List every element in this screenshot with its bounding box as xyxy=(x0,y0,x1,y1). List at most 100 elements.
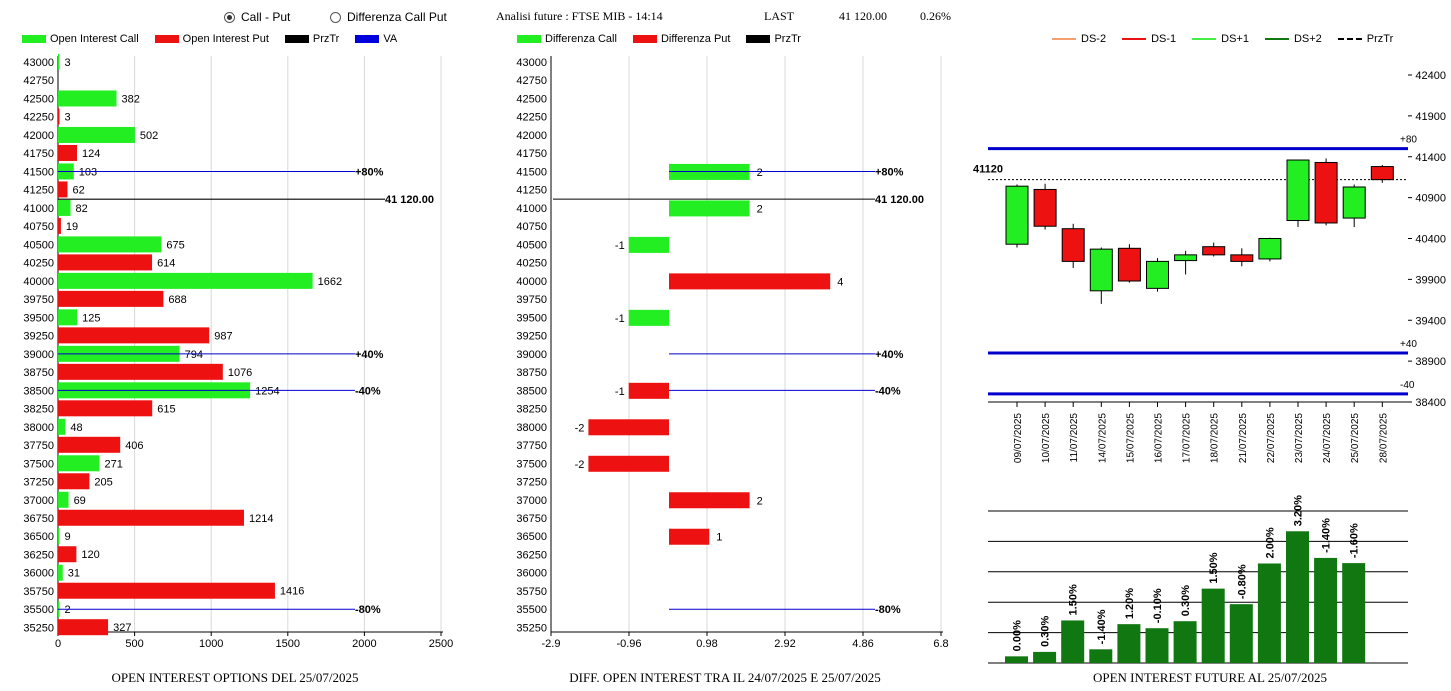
legend-item: PrzTr xyxy=(284,33,339,45)
candle-date-label: 25/07/2025 xyxy=(1350,413,1361,463)
diff-chart-xtick-label: 4.86 xyxy=(852,638,873,650)
diff-chart-strike-label: 35750 xyxy=(516,586,547,598)
candle-level-label: +80 xyxy=(1400,135,1417,146)
legend-future: DS-2 DS-1 DS+1 DS+2 PrzTr xyxy=(1052,33,1409,45)
legend-item: Differenza Put xyxy=(632,33,730,45)
legend-item: Open Interest Call xyxy=(22,33,139,45)
oi-bar-label: 9 xyxy=(65,531,71,543)
diff-chart-strike-label: 41000 xyxy=(516,203,547,215)
radio-button-icon[interactable] xyxy=(330,11,341,23)
candle-date-label: 15/07/2025 xyxy=(1125,413,1136,463)
legend-label: DS-2 xyxy=(1081,33,1107,45)
oi-chart-strike-label: 36750 xyxy=(23,513,54,525)
future-bar-label: -1.40% xyxy=(1096,609,1108,644)
legend-label: DS-1 xyxy=(1151,33,1177,45)
oi-bar-put xyxy=(58,217,61,234)
oi-bar-put xyxy=(58,619,109,636)
candle-body xyxy=(1202,246,1226,256)
diff-chart-strike-label: 39250 xyxy=(516,331,547,343)
diff-ref-label: +80% xyxy=(875,166,904,178)
legend-swatch xyxy=(1052,38,1076,40)
oi-chart-strike-label: 37750 xyxy=(23,440,54,452)
oi-bar-call xyxy=(58,90,117,107)
page-title: Analisi future : FTSE MIB - 14:14 xyxy=(496,9,663,23)
oi-bar-label: 675 xyxy=(166,239,184,251)
oi-bar-put xyxy=(58,473,90,490)
oi-ref-label: +80% xyxy=(355,166,384,178)
oi-chart-xtick-label: 1500 xyxy=(276,638,300,650)
oi-bar-label: 615 xyxy=(157,403,175,415)
oi-bar-label: 3 xyxy=(65,57,71,69)
diff-chart-strike-label: 39750 xyxy=(516,294,547,306)
legend-item: VA xyxy=(355,33,397,45)
legend-item: PrzTr xyxy=(746,33,801,45)
diff-bar-label: -2 xyxy=(575,459,585,471)
candle-ytick-label: 41900 xyxy=(1415,111,1446,123)
diff-bar xyxy=(588,455,669,472)
diff-chart-strike-label: 40750 xyxy=(516,221,547,233)
legend-label: Open Interest Put xyxy=(182,33,269,45)
oi-chart-strike-label: 39000 xyxy=(23,349,54,361)
oi-chart-strike-label: 41500 xyxy=(23,166,54,178)
oi-bar-put xyxy=(58,144,77,161)
legend-item: DS-2 xyxy=(1052,33,1106,45)
candle-body xyxy=(1174,254,1198,262)
oi-chart-strike-label: 41000 xyxy=(23,203,54,215)
future-bar-label: 1.50% xyxy=(1068,584,1080,615)
oi-chart-strike-label: 40250 xyxy=(23,258,54,270)
last-label: LAST xyxy=(764,9,794,23)
diff-chart-strike-label: 38250 xyxy=(516,404,547,416)
radio-differenza[interactable]: Differenza Call Put xyxy=(330,10,447,24)
radio-button-icon[interactable] xyxy=(224,11,235,23)
oi-bar-call xyxy=(58,272,313,289)
candle-ytick-label: 38400 xyxy=(1415,397,1446,409)
oi-bar-label: 1254 xyxy=(255,385,279,397)
diff-chart-strike-label: 37750 xyxy=(516,440,547,452)
diff-ref-label: 41 120.00 xyxy=(875,194,924,206)
diff-chart-strike-label: 35250 xyxy=(516,622,547,634)
oi-bar-put xyxy=(58,290,164,307)
oi-bar-label: 3 xyxy=(65,111,71,123)
radio-call-put[interactable]: Call - Put xyxy=(224,10,290,24)
diff-chart-strike-label: 38500 xyxy=(516,385,547,397)
oi-bar-call xyxy=(58,126,135,143)
future-bar xyxy=(1061,620,1085,663)
oi-chart-strike-label: 41750 xyxy=(23,148,54,160)
oi-bar-put xyxy=(58,108,60,125)
oi-ref-label: -80% xyxy=(355,604,381,616)
diff-chart-strike-label: 39000 xyxy=(516,349,547,361)
legend-swatch xyxy=(746,35,771,43)
legend-item: DS-1 xyxy=(1122,33,1176,45)
oi-chart-xtick-label: 0 xyxy=(55,638,61,650)
diff-bar xyxy=(669,273,831,290)
legend-label: PrzTr xyxy=(1366,33,1394,45)
oi-bar-put xyxy=(58,509,244,526)
candle-body xyxy=(1089,248,1113,292)
candle-date-label: 17/07/2025 xyxy=(1182,413,1193,463)
oi-chart-strike-label: 42250 xyxy=(23,112,54,124)
diff-chart-strike-label: 36000 xyxy=(516,568,547,580)
diff-chart-strike-label: 36250 xyxy=(516,549,547,561)
oi-chart-strike-label: 40750 xyxy=(23,221,54,233)
diff-bar-label: 1 xyxy=(716,532,722,544)
diff-ref-label: -40% xyxy=(875,385,901,397)
candle-body xyxy=(1061,228,1085,262)
candle-date-label: 28/07/2025 xyxy=(1378,413,1389,463)
oi-chart-xtick-label: 2000 xyxy=(352,638,376,650)
diff-bar xyxy=(669,200,750,217)
diff-bar xyxy=(588,419,669,436)
oi-ref-label: +40% xyxy=(355,349,384,361)
future-bar-label: -0.80% xyxy=(1236,564,1248,599)
candle-date-label: 14/07/2025 xyxy=(1097,413,1108,463)
diff-chart-strike-label: 41500 xyxy=(516,166,547,178)
oi-chart-strike-label: 41250 xyxy=(23,185,54,197)
footer-future: OPEN INTEREST FUTURE AL 25/07/2025 xyxy=(1092,670,1327,685)
diff-chart-strike-label: 38750 xyxy=(516,367,547,379)
candle-body xyxy=(1005,185,1029,245)
future-bar xyxy=(1089,649,1113,663)
diff-chart-strike-label: 42250 xyxy=(516,112,547,124)
oi-chart-strike-label: 38500 xyxy=(23,385,54,397)
diff-bar-label: 4 xyxy=(837,276,843,288)
future-bar-label: 0.00% xyxy=(1012,620,1024,651)
